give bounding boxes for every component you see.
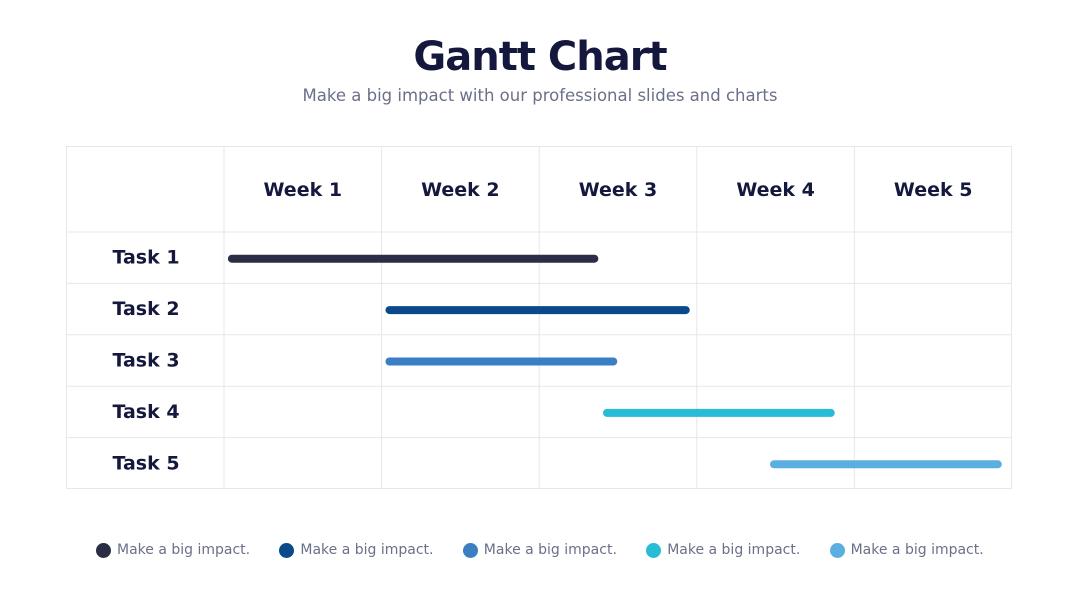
legend-item: Make a big impact. bbox=[96, 540, 250, 560]
legend-dot-icon bbox=[646, 542, 662, 558]
legend-dot-icon bbox=[829, 542, 845, 558]
week-header: Week 1 bbox=[264, 179, 343, 201]
chart-subtitle: Make a big impact with our professional … bbox=[302, 86, 778, 105]
legend-label: Make a big impact. bbox=[483, 542, 617, 558]
task-label: Task 5 bbox=[112, 452, 179, 474]
chart-title: Gantt Chart bbox=[413, 34, 667, 80]
task-label: Task 4 bbox=[112, 401, 179, 423]
week-header: Week 4 bbox=[736, 179, 815, 201]
task-label: Task 1 bbox=[112, 247, 179, 269]
legend-item: Make a big impact. bbox=[829, 540, 984, 560]
task-label: Task 2 bbox=[112, 298, 179, 320]
week-header: Week 3 bbox=[579, 179, 658, 201]
legend-dot-icon bbox=[462, 542, 478, 558]
legend-label: Make a big impact. bbox=[117, 542, 251, 558]
week-header: Week 2 bbox=[421, 179, 500, 201]
legend-item: Make a big impact. bbox=[462, 540, 617, 560]
legend-label: Make a big impact. bbox=[667, 542, 801, 558]
legend-dot-icon bbox=[96, 542, 111, 558]
legend-label: Make a big impact. bbox=[850, 542, 984, 558]
legend-label: Make a big impact. bbox=[300, 542, 434, 558]
legend-item: Make a big impact. bbox=[646, 540, 800, 560]
legend-dot-icon bbox=[279, 542, 295, 558]
legend-item: Make a big impact. bbox=[279, 540, 434, 560]
legend: Make a big impact. Make a big impact. Make… bbox=[96, 540, 1036, 560]
week-header: Week 5 bbox=[894, 179, 973, 201]
task-label: Task 3 bbox=[112, 350, 179, 372]
